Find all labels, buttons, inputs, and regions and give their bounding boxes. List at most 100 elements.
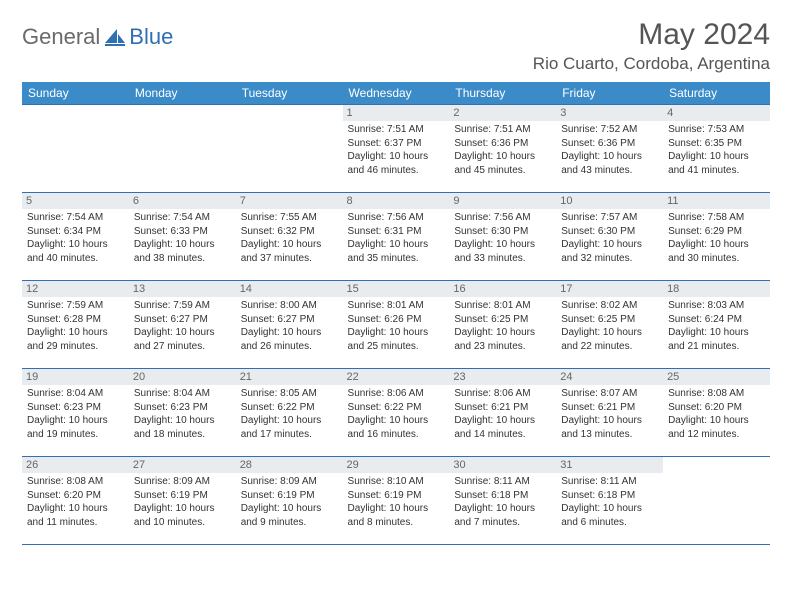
day-number: 27 xyxy=(129,457,236,473)
sunrise-text: Sunrise: 8:09 AM xyxy=(241,475,338,489)
calendar-day-cell xyxy=(22,105,129,193)
calendar-day-cell: 10 Sunrise: 7:57 AMSunset: 6:30 PMDayligh… xyxy=(556,193,663,281)
daylight-text: Daylight: 10 hours and 7 minutes. xyxy=(454,502,551,529)
sunset-text: Sunset: 6:21 PM xyxy=(561,401,658,415)
day-info: Sunrise: 8:06 AMSunset: 6:21 PMDaylight:… xyxy=(454,387,551,441)
day-number: 2 xyxy=(449,105,556,121)
calendar-week-row: 26 Sunrise: 8:08 AMSunset: 6:20 PM Dayligh… xyxy=(22,457,770,545)
calendar-day-cell: 26Sunrise: 8:08 AMSunset: 6:20 PMDayligh… xyxy=(22,457,129,545)
sunset-text: Sunset: 6:22 PM xyxy=(348,401,445,415)
calendar-day-cell: 16Sunrise: 8:01 AMSunset: 6:25 PMDayligh… xyxy=(449,281,556,369)
weekday-header: Friday xyxy=(556,82,663,105)
daylight-text: Daylight: 10 hours and 13 minutes. xyxy=(561,414,658,441)
calendar-day-cell: 18 Sunrise: 8:03 AMSunset: 6:24 PMDayligh… xyxy=(663,281,770,369)
calendar-day-cell xyxy=(129,105,236,193)
day-number: 31 xyxy=(556,457,663,473)
day-number: 10 xyxy=(556,193,663,209)
calendar-day-cell: 27 Sunrise: 8:09 AMSunset: 6:19 PMDayligh… xyxy=(129,457,236,545)
page-header: General Blue May 2024 Rio Cuarto, Cordob… xyxy=(22,18,770,74)
sunset-text: Sunset: 6:36 PM xyxy=(561,137,658,151)
day-info: Sunrise: 7:58 AMSunset: 6:29 PMDaylight:… xyxy=(668,211,765,265)
calendar-day-cell: 3Sunrise: 7:52 AMSunset: 6:36 PMDaylight… xyxy=(556,105,663,193)
daylight-text: Daylight: 10 hours and 23 minutes. xyxy=(454,326,551,353)
sunset-text: Sunset: 6:26 PM xyxy=(348,313,445,327)
calendar-day-cell: 17Sunrise: 8:02 AMSunset: 6:25 PMDayligh… xyxy=(556,281,663,369)
sunset-text: Sunset: 6:30 PM xyxy=(561,225,658,239)
day-number: 25 xyxy=(663,369,770,385)
sunrise-text: Sunrise: 7:54 AM xyxy=(27,211,124,225)
sunrise-text: Sunrise: 7:56 AM xyxy=(348,211,445,225)
daylight-text: Daylight: 10 hours and 32 minutes. xyxy=(561,238,658,265)
daylight-text: Daylight: 10 hours and 6 minutes. xyxy=(561,502,658,529)
calendar-day-cell: 31 Sunrise: 8:11 AMSunset: 6:18 PMDayligh… xyxy=(556,457,663,545)
calendar-day-cell: 2Sunrise: 7:51 AMSunset: 6:36 PMDaylight… xyxy=(449,105,556,193)
day-number: 23 xyxy=(449,369,556,385)
sunrise-text: Sunrise: 7:57 AM xyxy=(561,211,658,225)
daylight-text: Daylight: 10 hours and 43 minutes. xyxy=(561,150,658,177)
weekday-header: Saturday xyxy=(663,82,770,105)
day-number: 1 xyxy=(343,105,450,121)
logo-text-blue: Blue xyxy=(129,24,173,50)
day-info: Sunrise: 8:07 AMSunset: 6:21 PMDaylight:… xyxy=(561,387,658,441)
day-info: Sunrise: 8:04 AMSunset: 6:23 PMDaylight:… xyxy=(134,387,231,441)
sunset-text: Sunset: 6:18 PM xyxy=(454,489,551,503)
daylight-text: Daylight: 10 hours and 22 minutes. xyxy=(561,326,658,353)
logo-sail-icon xyxy=(103,27,127,47)
day-number: 22 xyxy=(343,369,450,385)
day-info: Sunrise: 7:59 AMSunset: 6:28 PMDaylight:… xyxy=(27,299,124,353)
daylight-text: Daylight: 10 hours and 16 minutes. xyxy=(348,414,445,441)
calendar-day-cell: 19Sunrise: 8:04 AMSunset: 6:23 PMDayligh… xyxy=(22,369,129,457)
calendar-day-cell: 15Sunrise: 8:01 AMSunset: 6:26 PMDayligh… xyxy=(343,281,450,369)
sunset-text: Sunset: 6:24 PM xyxy=(668,313,765,327)
sunrise-text: Sunrise: 8:02 AM xyxy=(561,299,658,313)
sunset-text: Sunset: 6:22 PM xyxy=(241,401,338,415)
day-info: Sunrise: 8:11 AMSunset: 6:18 PMDaylight:… xyxy=(561,475,658,529)
day-info: Sunrise: 8:03 AMSunset: 6:24 PMDaylight:… xyxy=(668,299,765,353)
sunrise-text: Sunrise: 8:11 AM xyxy=(454,475,551,489)
weekday-header: Wednesday xyxy=(343,82,450,105)
day-info: Sunrise: 8:09 AMSunset: 6:19 PMDaylight:… xyxy=(134,475,231,529)
day-number: 15 xyxy=(343,281,450,297)
daylight-text: Daylight: 10 hours and 19 minutes. xyxy=(27,414,124,441)
weekday-header: Thursday xyxy=(449,82,556,105)
sunrise-text: Sunrise: 8:06 AM xyxy=(454,387,551,401)
sunrise-text: Sunrise: 7:58 AM xyxy=(668,211,765,225)
sunrise-text: Sunrise: 7:55 AM xyxy=(241,211,338,225)
sunset-text: Sunset: 6:19 PM xyxy=(134,489,231,503)
sunrise-text: Sunrise: 7:54 AM xyxy=(134,211,231,225)
day-number: 8 xyxy=(343,193,450,209)
sunset-text: Sunset: 6:33 PM xyxy=(134,225,231,239)
daylight-text: Daylight: 10 hours and 41 minutes. xyxy=(668,150,765,177)
day-info: Sunrise: 8:04 AMSunset: 6:23 PMDaylight:… xyxy=(27,387,124,441)
sunrise-text: Sunrise: 8:04 AM xyxy=(27,387,124,401)
sunrise-text: Sunrise: 8:01 AM xyxy=(348,299,445,313)
sunset-text: Sunset: 6:25 PM xyxy=(454,313,551,327)
logo-text-general: General xyxy=(22,24,100,50)
day-number: 14 xyxy=(236,281,343,297)
day-number: 17 xyxy=(556,281,663,297)
sunrise-text: Sunrise: 8:10 AM xyxy=(348,475,445,489)
day-info: Sunrise: 7:54 AMSunset: 6:33 PMDaylight:… xyxy=(134,211,231,265)
sunset-text: Sunset: 6:27 PM xyxy=(134,313,231,327)
sunset-text: Sunset: 6:27 PM xyxy=(241,313,338,327)
sunset-text: Sunset: 6:20 PM xyxy=(27,489,124,503)
day-info: Sunrise: 7:54 AMSunset: 6:34 PMDaylight:… xyxy=(27,211,124,265)
day-number: 12 xyxy=(22,281,129,297)
day-number: 26 xyxy=(22,457,129,473)
sunrise-text: Sunrise: 8:04 AM xyxy=(134,387,231,401)
sunrise-text: Sunrise: 8:06 AM xyxy=(348,387,445,401)
calendar-day-cell: 9Sunrise: 7:56 AMSunset: 6:30 PMDaylight… xyxy=(449,193,556,281)
sunset-text: Sunset: 6:30 PM xyxy=(454,225,551,239)
day-number: 18 xyxy=(663,281,770,297)
calendar-table: SundayMondayTuesdayWednesdayThursdayFrid… xyxy=(22,82,770,545)
sunrise-text: Sunrise: 8:01 AM xyxy=(454,299,551,313)
day-number: 21 xyxy=(236,369,343,385)
daylight-text: Daylight: 10 hours and 21 minutes. xyxy=(668,326,765,353)
sunrise-text: Sunrise: 7:53 AM xyxy=(668,123,765,137)
day-number: 7 xyxy=(236,193,343,209)
sunrise-text: Sunrise: 8:07 AM xyxy=(561,387,658,401)
sunrise-text: Sunrise: 8:08 AM xyxy=(27,475,124,489)
calendar-day-cell: 21Sunrise: 8:05 AMSunset: 6:22 PMDayligh… xyxy=(236,369,343,457)
day-info: Sunrise: 8:09 AMSunset: 6:19 PMDaylight:… xyxy=(241,475,338,529)
day-info: Sunrise: 8:00 AMSunset: 6:27 PMDaylight:… xyxy=(241,299,338,353)
